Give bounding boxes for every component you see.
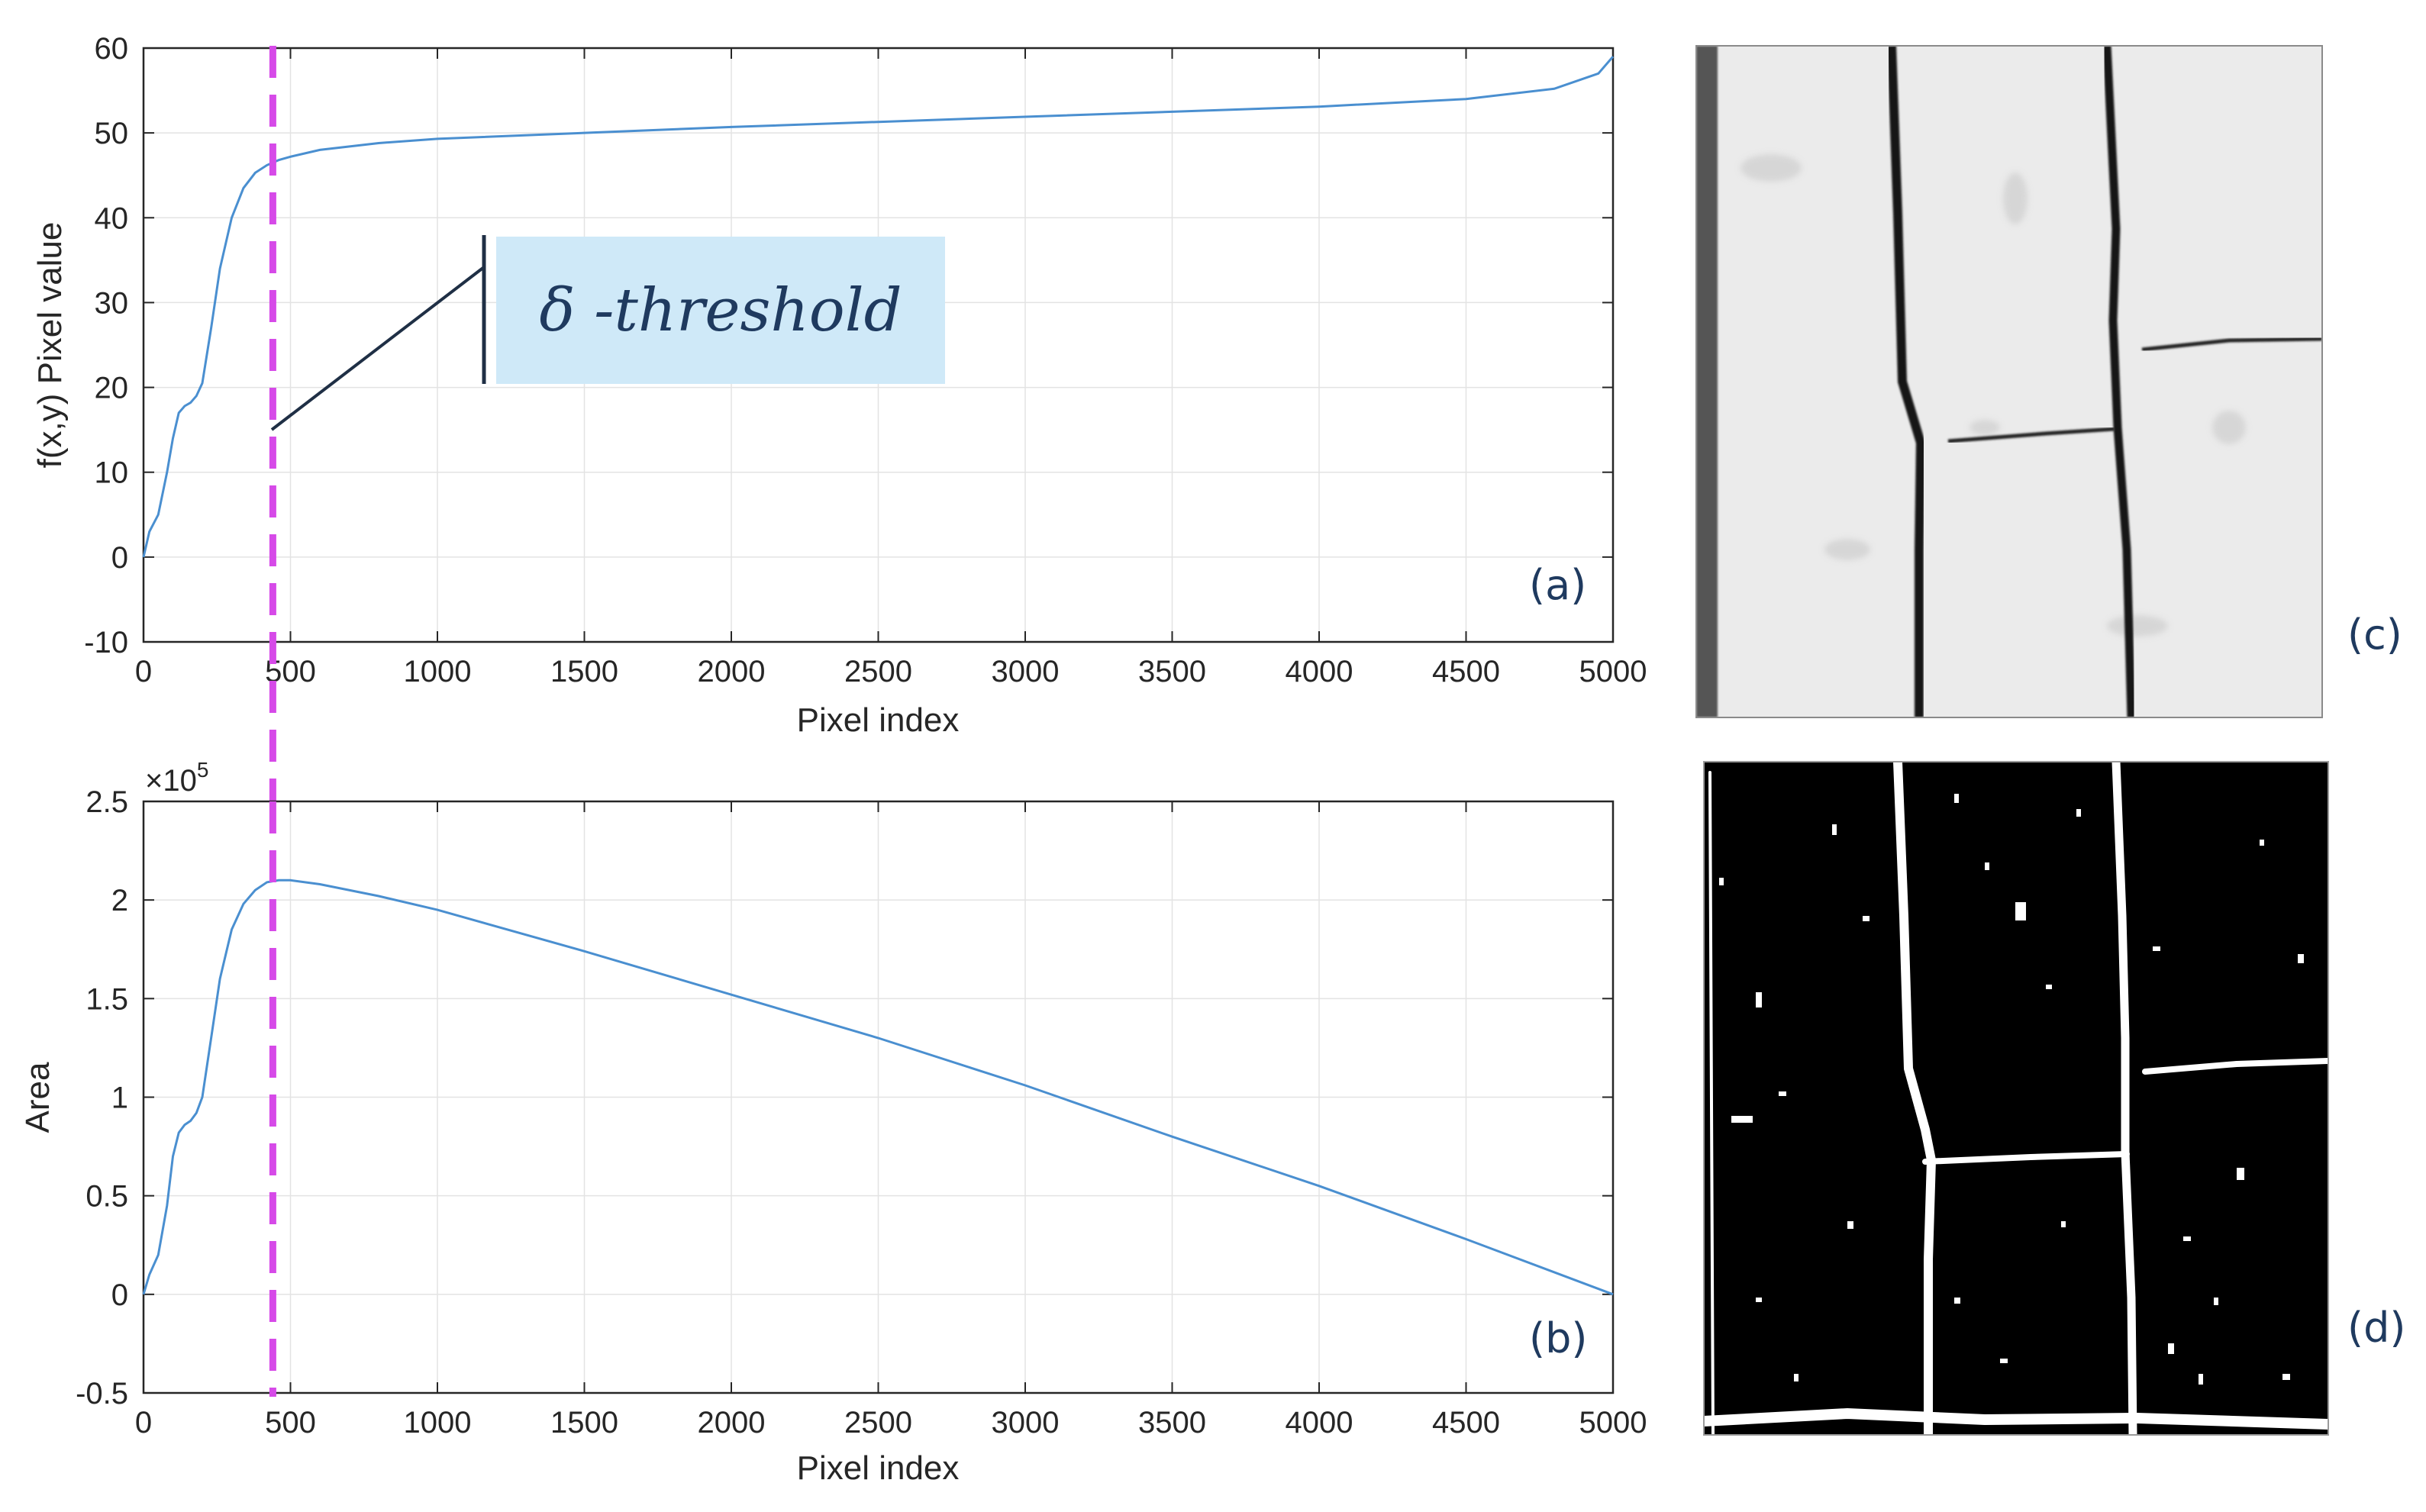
x-tick-label: 2500 — [844, 655, 912, 688]
y-ticks: -0.5 0 0.5 1 1.5 2 2.5 — [76, 785, 1613, 1410]
image-frame — [1703, 761, 2329, 1436]
crack-horizontal-right — [2141, 337, 2322, 352]
exponent-base: ×10 — [145, 764, 197, 798]
y-tick-label: 40 — [95, 201, 129, 235]
y-tick-label: -0.5 — [76, 1377, 128, 1410]
chart-a: 0 500 1000 1500 2000 2500 3000 3500 4000 4500 5000… — [31, 32, 1647, 801]
x-tick-label: 2000 — [698, 655, 766, 688]
x-tick-label: 1500 — [550, 655, 618, 688]
y-tick-label: 2.5 — [85, 785, 128, 819]
x-tick-label: 1000 — [404, 1406, 472, 1439]
exponent-label: ×105 — [145, 758, 208, 798]
x-tick-label: 3500 — [1138, 1406, 1206, 1439]
x-tick-label: 4000 — [1286, 655, 1353, 688]
x-tick-label: 5000 — [1579, 1406, 1647, 1439]
y-tick-label: 2 — [111, 884, 128, 917]
y-tick-label: 50 — [95, 117, 129, 150]
y-tick-label: -10 — [84, 626, 128, 659]
crack-horizontal-middle — [1947, 427, 2115, 443]
x-tick-label: 500 — [265, 1406, 316, 1439]
image-d: (d) — [1703, 761, 2405, 1436]
x-tick-label: 3000 — [992, 1406, 1060, 1439]
x-tick-label: 3500 — [1138, 655, 1206, 688]
x-axis-label: Pixel index — [797, 701, 960, 739]
y-tick-label: 0.5 — [85, 1180, 128, 1214]
crack-vertical-right — [2102, 46, 2136, 717]
y-tick-label: 60 — [95, 32, 129, 66]
x-axis-label: Pixel index — [797, 1449, 960, 1487]
y-tick-label: 0 — [111, 541, 128, 575]
x-tick-label: 5000 — [1579, 655, 1647, 688]
annotation-leader-line — [270, 266, 486, 431]
segment-horizontal-right — [2142, 1058, 2328, 1075]
y-ticks: -10 0 10 20 30 40 50 60 — [84, 32, 1613, 659]
panel-label-d: (d) — [2347, 1304, 2405, 1352]
exponent-power: 5 — [197, 758, 209, 782]
x-tick-label: 4000 — [1286, 1406, 1353, 1439]
segment-bottom-edge — [1704, 1408, 2328, 1430]
grid — [144, 801, 1613, 1393]
x-tick-label: 3000 — [992, 655, 1060, 688]
crack-vertical-left — [1887, 46, 1926, 717]
segment-horizontal-middle — [1922, 1151, 2130, 1165]
x-tick-label: 0 — [135, 1406, 152, 1439]
y-tick-label: 10 — [95, 456, 129, 490]
y-tick-label: 0 — [111, 1278, 128, 1312]
image-frame — [1695, 45, 2323, 718]
chart-b: 0 500 1000 1500 2000 2500 3000 3500 4000 4500 5000… — [19, 758, 1647, 1487]
y-tick-label: 20 — [95, 372, 129, 405]
panel-label-b: (b) — [1529, 1314, 1587, 1362]
annotation-box — [496, 237, 945, 384]
x-ticks: 0 500 1000 1500 2000 2500 3000 3500 4000 4500 5000 — [135, 801, 1647, 1439]
y-tick-label: 1.5 — [85, 982, 128, 1016]
threshold-annotation: δ -threshold — [539, 276, 902, 345]
x-tick-label: 1500 — [550, 1406, 618, 1439]
y-axis-label: f(x,y) Pixel value — [31, 222, 69, 469]
panel-label-c: (c) — [2347, 611, 2402, 659]
y-tick-label: 30 — [95, 286, 129, 320]
y-tick-label: 1 — [111, 1082, 128, 1115]
y-axis-label: Area — [19, 1062, 56, 1133]
x-tick-label: 2000 — [698, 1406, 766, 1439]
x-tick-label: 1000 — [404, 655, 472, 688]
panel-label-a: (a) — [1529, 561, 1586, 609]
x-tick-label: 4500 — [1432, 1406, 1500, 1439]
x-tick-label: 4500 — [1432, 655, 1500, 688]
segment-vertical-left — [1893, 762, 1936, 1435]
x-tick-label: 0 — [135, 655, 152, 688]
pixel-value-series-line — [142, 56, 1615, 558]
image-c: (c) — [1695, 45, 2402, 718]
area-series-line — [142, 879, 1614, 1296]
x-tick-label: 2500 — [844, 1406, 912, 1439]
segment-vertical-right — [2111, 762, 2137, 1435]
